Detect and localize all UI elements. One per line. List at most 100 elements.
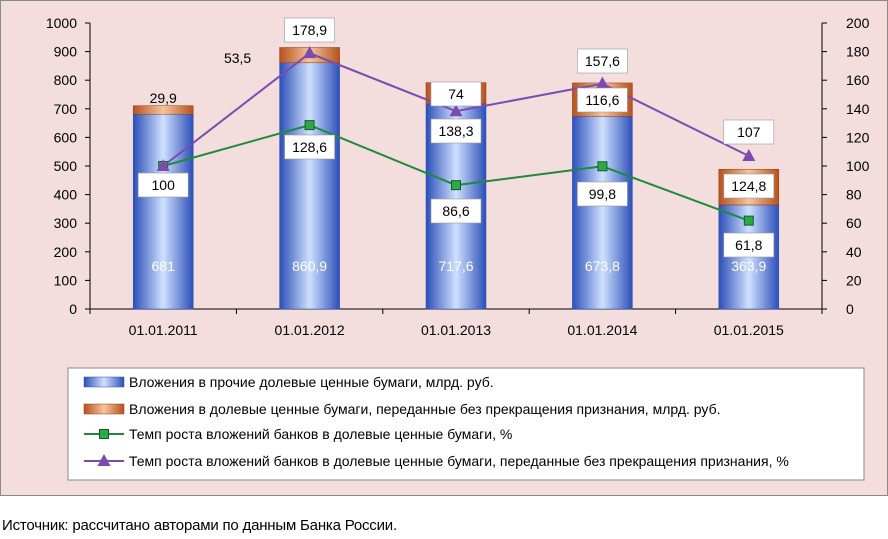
x-tick-label: 01.01.2014 (567, 322, 637, 338)
growth-rate-transferred-label-text: 107 (737, 124, 761, 140)
right-tick-label: 20 (846, 272, 862, 288)
point-growth-rate (597, 161, 608, 172)
left-tick-label: 300 (54, 215, 78, 231)
bar-transferred-label-text: 124,8 (731, 178, 766, 194)
right-tick-label: 60 (846, 215, 862, 231)
left-tick-label: 100 (54, 272, 78, 288)
point-growth-rate-transferred (156, 159, 170, 171)
growth-rate-transferred-label-box (430, 118, 482, 144)
right-tick-label: 0 (846, 301, 854, 317)
right-tick-label: 140 (846, 101, 870, 117)
right-tick-label: 160 (846, 72, 870, 88)
right-tick-label: 200 (846, 15, 870, 31)
bar-transferred-label-text: 116,6 (585, 92, 619, 108)
growth-rate-label-text: 99,8 (589, 186, 616, 202)
left-tick-label: 200 (54, 244, 78, 260)
legend-swatch (83, 403, 125, 415)
left-tick-label: 1000 (46, 15, 77, 31)
bar-transferred-label-box (430, 81, 482, 107)
data-labels: 681 860,9 717,6 673,8 363,9 29,9 53,5 74 116,6 12… (137, 17, 775, 274)
point-growth-rate-transferred (742, 148, 756, 161)
growth-rate-label-text: 86,6 (442, 203, 469, 219)
bar-other-label: 681 (152, 258, 176, 274)
left-tick-label: 0 (69, 301, 77, 317)
x-tick-label: 01.01.2015 (714, 322, 784, 338)
chart: 0 100 200 300 400 500 600 700 800 900 1000 0 20 40 60 8… (0, 0, 888, 496)
x-tick-label: 01.01.2011 (129, 322, 198, 338)
x-tick-label: 01.01.2013 (421, 322, 491, 338)
bar-other-label: 363,9 (731, 258, 766, 274)
left-tick-label: 400 (54, 187, 78, 203)
bar-transferred-label-box (577, 87, 628, 113)
growth-rate-label: 128,6 (284, 134, 335, 160)
growth-rate-transferred-label-box (284, 17, 335, 43)
bar-transferred-label-box (723, 173, 775, 199)
right-tick-label: 120 (846, 129, 870, 145)
growth-rate-label-text: 61,8 (735, 237, 762, 253)
x-tick-label: 01.01.2012 (275, 322, 345, 338)
lines (156, 46, 756, 226)
bar-transferred-label: 124,8 (723, 173, 775, 199)
left-tick-label: 700 (54, 101, 78, 117)
growth-rate-label: 99,8 (577, 181, 628, 207)
legend: Вложения в прочие долевые ценные бумаги,… (67, 367, 865, 481)
legend-label: Темп роста вложений банков в долевые цен… (129, 426, 512, 442)
growth-rate-transferred-label-text: 138,3 (438, 123, 473, 139)
growth-rate-transferred-label-text: 178,9 (292, 22, 327, 38)
legend-entry: Вложения в долевые ценные бумаги, переда… (83, 401, 721, 417)
right-tick-label: 100 (846, 158, 870, 174)
point-growth-rate-transferred (449, 104, 463, 117)
source-note: Источник: рассчитано авторами по данным … (2, 517, 397, 534)
growth-rate-transferred-label: 138,3 (430, 118, 482, 144)
left-tick-label: 900 (54, 44, 78, 60)
bar-other-label: 673,8 (585, 258, 620, 274)
bar-other-investments (572, 116, 633, 310)
growth-rate-label-text: 100 (152, 177, 176, 193)
growth-rate-transferred-label: 157,6 (577, 48, 628, 74)
growth-rate-transferred-label-box (723, 119, 775, 145)
legend-label: Вложения в прочие долевые ценные бумаги,… (129, 374, 494, 390)
bar-other-label: 717,6 (438, 258, 473, 274)
bar-transferred-investments (132, 105, 194, 115)
bar-other-label: 860,9 (292, 258, 327, 274)
bar-transferred-label: 53,5 (224, 50, 251, 66)
left-tick-label: 500 (54, 158, 78, 174)
bar-other-investments (279, 62, 340, 310)
axes: 0 100 200 300 400 500 600 700 800 900 1000 0 20 40 60 8… (46, 15, 870, 338)
growth-rate-label-box (577, 181, 628, 207)
bar-transferred-label: 74 (430, 81, 482, 107)
bar-transferred-label-text: 74 (448, 86, 464, 102)
right-tick-label: 180 (846, 44, 870, 60)
growth-rate-label-box (723, 232, 775, 258)
legend-label: Темп роста вложений банков в долевые цен… (129, 453, 789, 469)
legend-entry: Темп роста вложений банков в долевые цен… (84, 426, 512, 442)
left-tick-label: 800 (54, 72, 78, 88)
growth-rate-transferred-label: 107 (723, 119, 775, 145)
point-growth-rate (743, 215, 754, 226)
growth-rate-transferred-label-box (577, 48, 628, 74)
growth-rate-label: 100 (137, 172, 189, 198)
point-growth-rate-transferred (303, 46, 317, 59)
bar-transferred-label: 116,6 (577, 87, 628, 113)
right-tick-label: 40 (846, 244, 862, 260)
bar-transferred-label: 29,9 (150, 90, 177, 106)
left-tick-label: 600 (54, 129, 78, 145)
legend-entry: Вложения в прочие долевые ценные бумаги,… (83, 374, 494, 390)
growth-rate-label-text: 128,6 (292, 139, 327, 155)
bar-other-investments (132, 113, 194, 310)
growth-rate-label-box (284, 134, 335, 160)
point-growth-rate (451, 180, 461, 191)
legend-swatch (83, 376, 125, 388)
growth-rate-transferred-label: 178,9 (284, 17, 335, 43)
growth-rate-label: 86,6 (430, 198, 482, 224)
growth-rate-label: 61,8 (723, 232, 775, 258)
growth-rate-transferred-label-text: 157,6 (585, 53, 620, 69)
right-tick-label: 80 (846, 187, 862, 203)
growth-rate-label-box (137, 172, 189, 198)
legend-box (67, 367, 865, 481)
legend-entry: Темп роста вложений банков в долевые цен… (84, 453, 789, 469)
point-growth-rate (304, 120, 315, 131)
legend-marker (97, 454, 111, 466)
legend-label: Вложения в долевые ценные бумаги, переда… (129, 401, 721, 417)
legend-marker (99, 429, 109, 439)
